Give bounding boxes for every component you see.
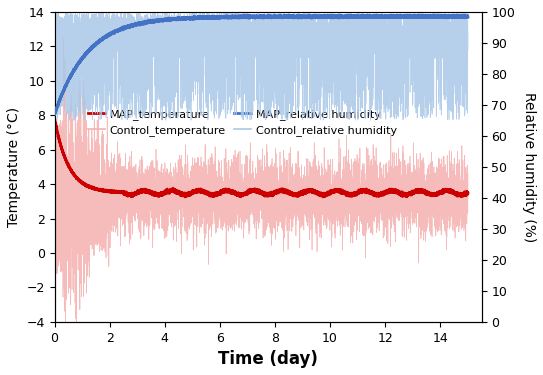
X-axis label: Time (day): Time (day) (218, 350, 318, 368)
Y-axis label: Relative humidity (%): Relative humidity (%) (522, 92, 536, 242)
Y-axis label: Temperature (°C): Temperature (°C) (7, 107, 21, 227)
Legend: MAP_temperature, Control_temperature, MAP_relative humidity, Control_relative hu: MAP_temperature, Control_temperature, MA… (84, 104, 401, 141)
